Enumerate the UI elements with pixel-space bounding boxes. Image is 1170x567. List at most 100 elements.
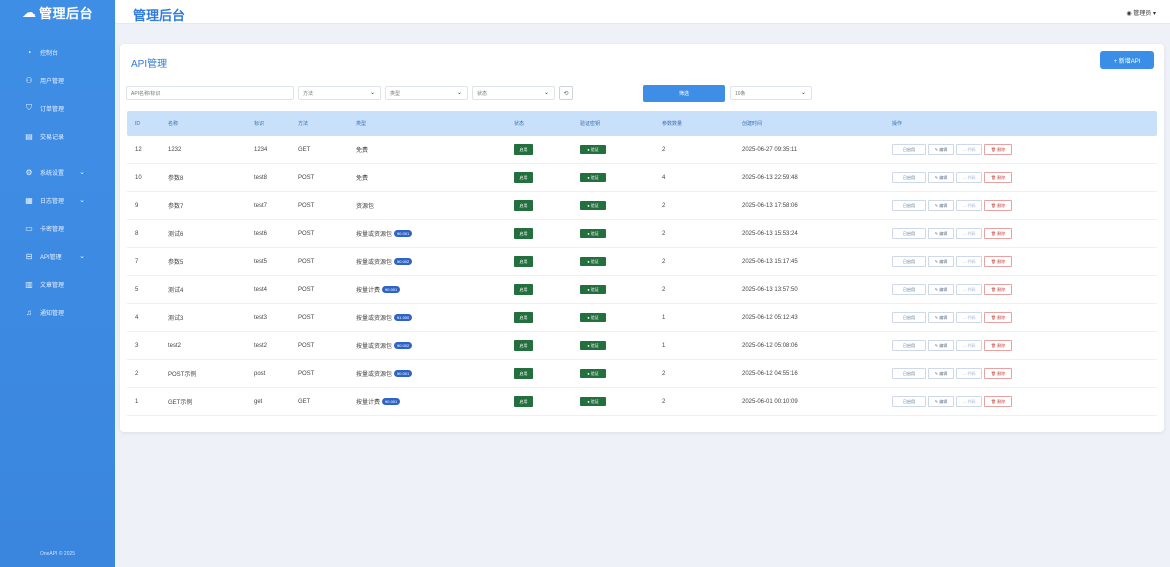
chevron-down-icon: ⌄ [543,90,549,96]
toggle-enabled-button[interactable]: 已启用 [892,368,926,379]
status-select[interactable]: 状态 ⌄ [472,86,555,100]
edit-button[interactable]: ✎ 编辑 [928,144,954,155]
code-button[interactable]: ↔ 代码 [956,312,982,323]
code-button[interactable]: ↔ 代码 [956,368,982,379]
type-label: 资源包 [356,204,375,210]
cell-type: 按量计费 ¥0.001 [356,285,514,294]
brand[interactable]: ☁ 管理后台 [0,0,115,24]
code-button[interactable]: ↔ 代码 [956,284,982,295]
delete-button[interactable]: 🗑 删除 [984,312,1012,323]
method-select[interactable]: 方法 ⌄ [298,86,381,100]
cell-method: GET [298,146,311,153]
auth-badge: ● 验证 [580,369,606,378]
delete-button[interactable]: 🗑 删除 [984,228,1012,239]
code-button[interactable]: ↔ 代码 [956,144,982,155]
gear-icon: ⚙ [25,167,33,177]
status-badge: 启用 [514,340,533,351]
code-button[interactable]: ↔ 代码 [956,256,982,267]
toggle-enabled-button[interactable]: 已启用 [892,172,926,183]
cell-auth: ● 验证 [580,257,662,266]
toggle-enabled-button[interactable]: 已启用 [892,312,926,323]
sidebar-item-7[interactable]: ⊟ API管理 ⌄ [0,242,115,270]
delete-button[interactable]: 🗑 删除 [984,200,1012,211]
status-badge: 启用 [514,312,533,323]
cell-status: 启用 [514,368,580,379]
edit-button[interactable]: ✎ 编辑 [928,228,954,239]
code-button[interactable]: ↔ 代码 [956,172,982,183]
sidebar-item-1[interactable]: ⚇ 用户管理 [0,66,115,94]
cell-identifier: test5 [254,258,268,265]
edit-button[interactable]: ✎ 编辑 [928,396,954,407]
edit-button[interactable]: ✎ 编辑 [928,312,954,323]
type-select-label: 类型 [390,90,401,97]
edit-button[interactable]: ✎ 编辑 [928,172,954,183]
status-badge: 启用 [514,144,533,155]
cell-created: 2025-06-13 22:59:48 [742,174,798,181]
sidebar-nav: ◔ 控制台 ⚇ 用户管理 ⛉ 订单管理 ▤ 交易记录 ⚙ 系统设置 ⌄ ▦ 日志管理 ⌄ ▭ 卡密管理 ⊟ API… [0,38,115,326]
cell-id: 2 [135,370,139,377]
toggle-enabled-button[interactable]: 已启用 [892,200,926,211]
cell-actions: 已启用 ✎ 编辑 ↔ 代码 🗑 删除 [892,340,1012,351]
edit-button[interactable]: ✎ 编辑 [928,200,954,211]
column-header-type[interactable]: 类型 [356,121,367,127]
toggle-enabled-button[interactable]: 已启用 [892,340,926,351]
delete-button[interactable]: 🗑 删除 [984,340,1012,351]
sidebar-item-3[interactable]: ▤ 交易记录 [0,122,115,150]
sidebar-item-5[interactable]: ▦ 日志管理 ⌄ [0,186,115,214]
delete-button[interactable]: 🗑 删除 [984,144,1012,155]
cell-actions: 已启用 ✎ 编辑 ↔ 代码 🗑 删除 [892,144,1012,155]
type-label: 免费 [356,148,369,154]
column-header-identifier[interactable]: 标识 [254,121,265,127]
column-header-id[interactable]: ID [135,120,140,127]
delete-button[interactable]: 🗑 删除 [984,256,1012,267]
page-size-select[interactable]: 10条 ⌄ [730,86,812,100]
delete-button[interactable]: 🗑 删除 [984,284,1012,295]
sidebar-item-6[interactable]: ▭ 卡密管理 [0,214,115,242]
sidebar-item-0[interactable]: ◔ 控制台 [0,38,115,66]
column-header-method[interactable]: 方法 [298,121,309,127]
cell-actions: 已启用 ✎ 编辑 ↔ 代码 🗑 删除 [892,256,1012,267]
sidebar-item-9[interactable]: ♫ 通知管理 [0,298,115,326]
column-header-params[interactable]: 参数数量 [662,121,683,127]
edit-button[interactable]: ✎ 编辑 [928,340,954,351]
search-input[interactable]: API名称/标识 [126,86,294,100]
delete-button[interactable]: 🗑 删除 [984,368,1012,379]
sidebar-item-4[interactable]: ⚙ 系统设置 ⌄ [0,158,115,186]
column-header-auth[interactable]: 验证密钥 [580,121,601,127]
table-row: 7 参数5 test5 POST 按量或资源包 ¥0.002 启用 ● 验证 2 2025-06-… [127,248,1157,276]
edit-button[interactable]: ✎ 编辑 [928,256,954,267]
sidebar-item-8[interactable]: ▥ 文章管理 [0,270,115,298]
add-api-button[interactable]: + 新增API [1100,51,1154,69]
user-menu[interactable]: ◉ 管理员 ▾ [1126,8,1156,17]
cell-auth: ● 验证 [580,229,662,238]
code-button[interactable]: ↔ 代码 [956,396,982,407]
sidebar-item-label: 用户管理 [40,78,65,85]
code-button[interactable]: ↔ 代码 [956,340,982,351]
edit-button[interactable]: ✎ 编辑 [928,368,954,379]
toggle-enabled-button[interactable]: 已启用 [892,228,926,239]
code-button[interactable]: ↔ 代码 [956,200,982,211]
reset-button[interactable]: ⟲ [559,86,573,100]
code-button[interactable]: ↔ 代码 [956,228,982,239]
delete-button[interactable]: 🗑 删除 [984,396,1012,407]
table-row: 3 test2 test2 POST 按量或资源包 ¥0.002 启用 ● 验证 1 2025-0… [127,332,1157,360]
cell-created: 2025-06-13 15:53:24 [742,230,798,237]
toggle-enabled-button[interactable]: 已启用 [892,284,926,295]
edit-button[interactable]: ✎ 编辑 [928,284,954,295]
toggle-enabled-button[interactable]: 已启用 [892,256,926,267]
column-header-name[interactable]: 名称 [168,121,179,127]
cell-params: 2 [662,398,666,405]
column-header-status[interactable]: 状态 [514,121,525,127]
type-select[interactable]: 类型 ⌄ [385,86,468,100]
cell-status: 启用 [514,396,580,407]
cell-identifier: test8 [254,174,268,181]
cell-params: 2 [662,202,666,209]
auth-badge: ● 验证 [580,173,606,182]
search-button[interactable]: 筛选 [643,85,725,102]
delete-button[interactable]: 🗑 删除 [984,172,1012,183]
sidebar-item-2[interactable]: ⛉ 订单管理 [0,94,115,122]
toggle-enabled-button[interactable]: 已启用 [892,396,926,407]
column-header-created[interactable]: 创建时间 [742,121,763,127]
toggle-enabled-button[interactable]: 已启用 [892,144,926,155]
page-size-label: 10条 [735,90,746,97]
